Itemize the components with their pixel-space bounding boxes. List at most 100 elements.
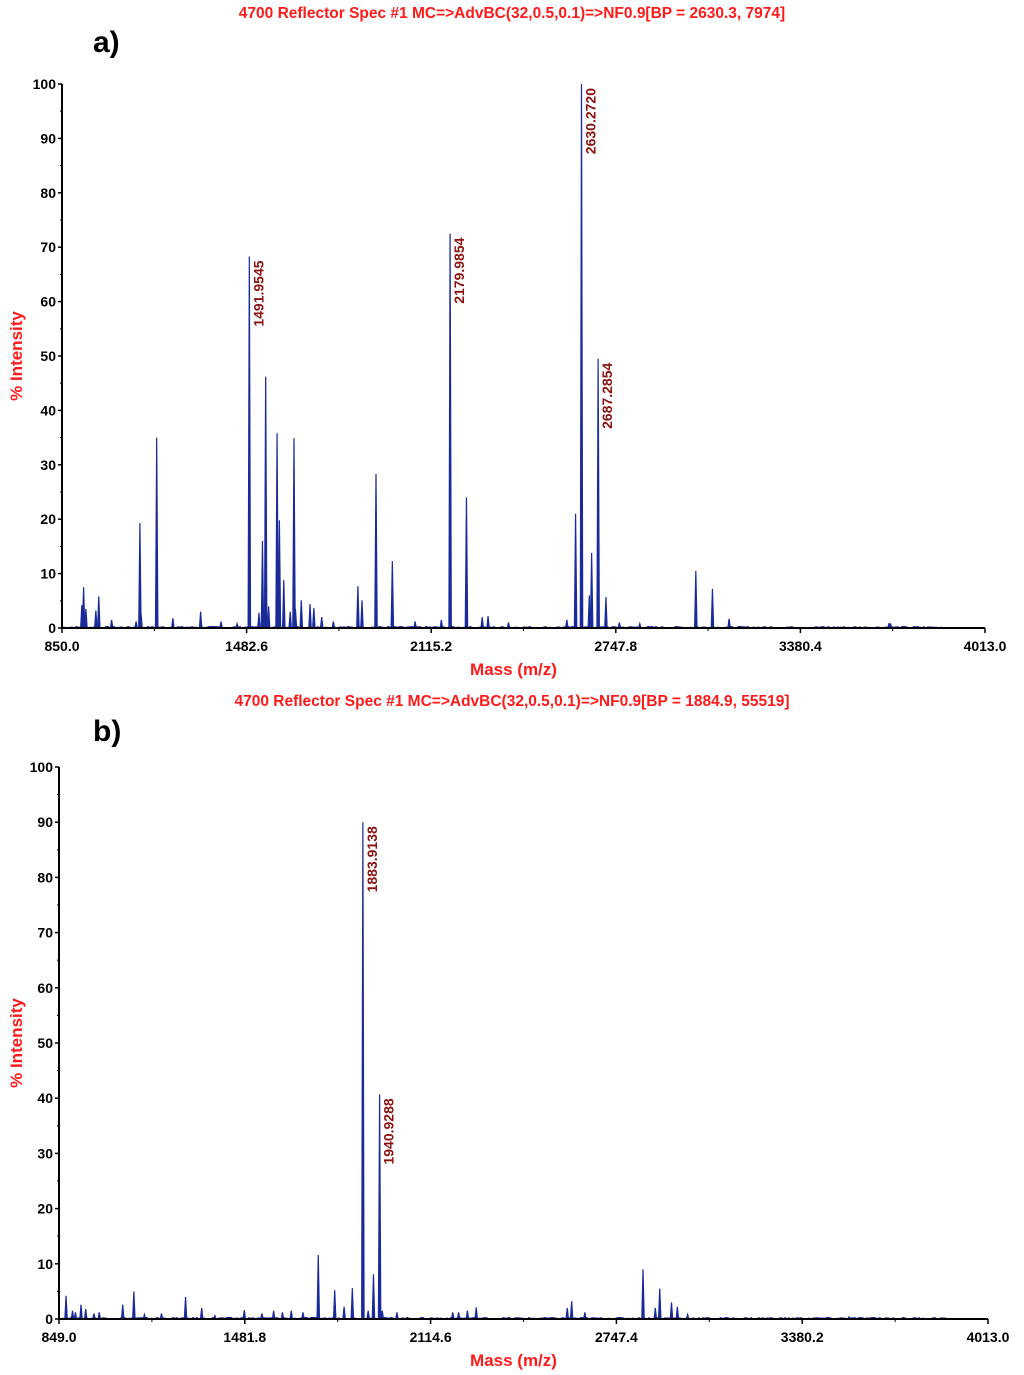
spectrum-peak	[242, 1310, 247, 1320]
spectrum-peak	[293, 608, 298, 629]
x-tick-label: 4013.0	[967, 1329, 1010, 1345]
spectrum-peak	[486, 615, 490, 629]
spectrum-peak	[332, 1290, 337, 1320]
spectrum-peak	[675, 1306, 680, 1320]
y-tick-label: 80	[37, 869, 53, 885]
spectrum-peak	[604, 596, 608, 629]
spectrum-peak	[154, 437, 159, 629]
spectrum-peak	[288, 611, 292, 629]
spectrum-peak	[134, 621, 138, 629]
spectrum-peak	[299, 600, 304, 629]
spectrum-peak	[360, 600, 364, 629]
y-tick-label: 0	[48, 620, 56, 636]
x-tick-label: 2747.8	[594, 638, 637, 654]
y-tick-label: 50	[37, 1035, 53, 1051]
spectrum-peak	[465, 1310, 470, 1320]
spectrum-peak	[319, 617, 324, 629]
spectrum-peak	[573, 513, 578, 629]
y-tick-label: 40	[37, 1090, 53, 1106]
y-tick-label: 40	[40, 402, 56, 418]
spectrum-peak	[448, 233, 452, 629]
spectrum-peak	[183, 1296, 188, 1320]
spectrum-peak	[312, 607, 316, 629]
spectrum-peak	[450, 1312, 455, 1320]
x-tick-label: 3380.4	[779, 638, 822, 654]
spectrum-peak	[316, 1254, 321, 1320]
x-tick-label: 849.0	[41, 1329, 76, 1345]
spectrum-peak	[263, 376, 268, 629]
peak-annotation: 1883.9138	[364, 826, 380, 892]
y-tick-label: 50	[40, 348, 56, 364]
spectrum-peak	[569, 1301, 574, 1320]
spectrum-peak	[92, 1313, 96, 1320]
y-tick-label: 10	[37, 1256, 53, 1272]
spectrum-peak	[565, 619, 569, 629]
spectrum-peak	[280, 1312, 285, 1320]
x-tick-label: 850.0	[44, 638, 79, 654]
spectrum-peak	[109, 619, 114, 629]
spectrum-peak	[506, 622, 511, 629]
spectrum-peak	[80, 605, 84, 629]
x-tick-label: 1482.6	[225, 638, 268, 654]
spectrum-peak	[474, 1307, 479, 1320]
spectrum-peak	[657, 1288, 662, 1320]
y-tick-label: 30	[37, 1145, 53, 1161]
peak-annotation: 2687.2854	[599, 363, 615, 429]
spectrum-panel-a: 0 10 20 30 40 50 60 70 80 90 100 850.0 1482.6 2115.2 2…	[7, 76, 1007, 679]
spectrum-peak	[413, 621, 417, 629]
y-tick-label: 10	[40, 566, 56, 582]
y-tick-label: 20	[40, 511, 56, 527]
x-tick-label: 2747.4	[595, 1329, 638, 1345]
spectrum-peak	[361, 822, 365, 1320]
y-tick-label: 90	[40, 130, 56, 146]
spectrum-peak	[301, 1312, 305, 1320]
x-axis-title: Mass (m/z)	[470, 1351, 557, 1370]
spectrum-peak	[583, 1312, 587, 1320]
spectrum-peak	[685, 1312, 690, 1320]
spectrum-peak	[73, 1312, 78, 1320]
y-tick-label: 30	[40, 457, 56, 473]
x-axis-title: Mass (m/z)	[470, 660, 557, 679]
spectrum-peak	[596, 358, 600, 629]
spectrum-peak	[266, 606, 271, 629]
spectrum-peak	[84, 608, 88, 629]
spectrum-peak	[565, 1307, 570, 1320]
spectrum-peak	[366, 1310, 370, 1320]
spectrum-peak	[260, 1313, 264, 1320]
spectrum-peak	[198, 611, 203, 629]
spectrum-peak	[653, 1307, 658, 1320]
spectrum-peak	[308, 604, 312, 629]
spectrum-peak	[281, 580, 286, 629]
spectrum-peak	[641, 1269, 645, 1320]
x-tick-label: 2114.6	[410, 1329, 452, 1345]
spectrum-peak	[356, 586, 360, 629]
y-tick-label: 20	[37, 1201, 53, 1217]
spectrum-peak	[260, 540, 265, 629]
peak-annotation: 1940.9288	[381, 1098, 397, 1164]
spectrum-peak	[694, 570, 698, 629]
spectrum-peak	[64, 1295, 68, 1320]
spectrum-peak	[395, 1312, 399, 1320]
spectrum-peak	[235, 621, 239, 629]
spectrum-peak	[257, 612, 261, 629]
spectrum-peak	[710, 588, 715, 629]
y-tick-label: 100	[33, 76, 57, 92]
spectrum-peak	[456, 1312, 461, 1320]
spectrum-peak	[589, 552, 594, 629]
spectrum-peak	[350, 1288, 355, 1320]
panel-b-label: b)	[93, 715, 122, 748]
x-tick-label: 4013.0	[964, 638, 1007, 654]
spectrum-peak	[638, 621, 642, 629]
spectrum-peak	[579, 83, 584, 629]
peak-annotation: 2630.2720	[583, 88, 599, 154]
x-tick-label: 1481.8	[223, 1329, 266, 1345]
spectrum-peak	[275, 433, 279, 629]
spectrum-peak	[377, 1094, 382, 1320]
panel-a-label: a)	[93, 26, 120, 59]
spectrum-peak	[380, 1310, 385, 1320]
spectrum-peak	[371, 1274, 376, 1320]
y-tick-label: 60	[37, 980, 53, 996]
y-tick-label: 0	[45, 1311, 53, 1327]
spectrum-peak	[480, 617, 485, 629]
